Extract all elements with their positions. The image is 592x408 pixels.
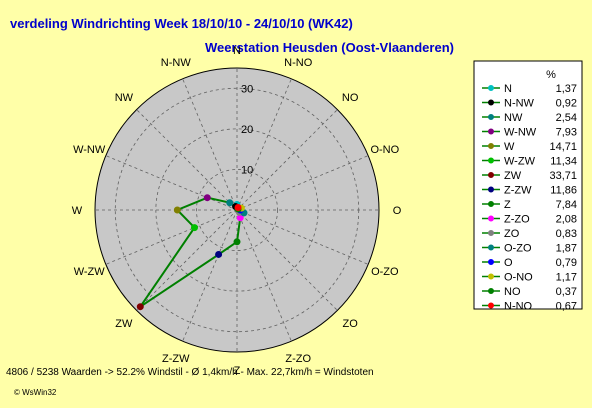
legend-marker (488, 114, 494, 120)
legend-label: N-NO (504, 301, 533, 313)
direction-label-w-zw: W-ZW (74, 266, 106, 278)
legend-value: 0,37 (556, 286, 577, 298)
legend-value: 0,83 (556, 228, 577, 240)
legend-value: 7,84 (556, 199, 577, 211)
polar-plot: 10 20 30 N N-NW NW W-NW W W-ZW ZW Z-ZW Z Z-ZO ZO O-ZO O… (72, 45, 402, 377)
legend-marker (488, 288, 494, 294)
direction-label-o: O (393, 205, 402, 217)
legend-label: ZW (504, 170, 522, 182)
legend-value: 11,34 (550, 156, 577, 168)
legend-label: ZO (504, 228, 520, 240)
direction-label-w: W (72, 205, 83, 217)
data-point-n-no (234, 203, 242, 211)
legend-label: N (504, 83, 512, 95)
legend-marker (488, 273, 494, 280)
legend-label: Z-ZW (504, 185, 532, 197)
direction-label-zo: ZO (342, 318, 358, 330)
legend-label: W-NW (504, 127, 537, 139)
legend-marker (488, 244, 494, 251)
legend-value: 0,79 (556, 257, 577, 269)
data-point-w-zw (190, 224, 198, 232)
legend-marker (488, 157, 494, 164)
brand-label: © WsWin32 (14, 388, 57, 397)
legend-label: W-ZW (504, 156, 536, 168)
direction-label-z: Z (234, 365, 241, 377)
legend-label: O (504, 257, 513, 269)
direction-label-n-nw: N-NW (161, 57, 192, 69)
radial-tick-label: 20 (241, 124, 253, 136)
legend-marker (488, 128, 494, 135)
legend-value: 2,08 (556, 214, 577, 226)
data-point-zw (136, 303, 144, 311)
data-point-w-nw (203, 194, 211, 202)
legend-marker (488, 259, 494, 265)
legend-value: 1,87 (556, 243, 577, 255)
legend-label: Z-ZO (504, 214, 530, 226)
direction-label-w-nw: W-NW (73, 144, 106, 156)
direction-label-o-zo: O-ZO (371, 266, 399, 278)
data-point-z (233, 238, 241, 246)
radial-tick-label: 30 (241, 83, 253, 95)
legend-label: O-NO (504, 272, 533, 284)
direction-label-nw: NW (115, 92, 134, 104)
direction-label-n-no: N-NO (284, 57, 313, 69)
direction-label-z-zo: Z-ZO (285, 353, 311, 365)
direction-label-n: N (233, 45, 241, 57)
legend-label: W (504, 141, 515, 153)
legend-label: NO (504, 286, 521, 298)
legend-label: N-NW (504, 98, 535, 110)
legend-label: Z (504, 199, 511, 211)
grid-circle (155, 128, 319, 292)
direction-label-z-zw: Z-ZW (162, 353, 190, 365)
legend-value: 7,93 (556, 127, 577, 139)
legend-marker (488, 85, 494, 91)
data-point-z-zw (215, 250, 223, 258)
legend-value: 2,54 (556, 112, 577, 124)
chart-subtitle: Weerstation Heusden (Oost-Vlaanderen) (205, 40, 454, 55)
legend-marker (488, 99, 494, 106)
direction-label-zw: ZW (115, 318, 133, 330)
legend: % N 1,37 N-NW 0,92 NW 2,54 W-NW 7,93 W 14,71 W-ZW 1… (473, 60, 583, 313)
legend-value: 11,86 (550, 185, 577, 197)
footer-stats: 4806 / 5238 Waarden -> 52.2% Windstil - … (6, 367, 374, 378)
legend-marker (488, 143, 494, 149)
legend-value: 1,37 (556, 83, 577, 95)
legend-header: % (546, 69, 556, 81)
legend-value: 1,17 (556, 272, 577, 284)
legend-marker (488, 201, 494, 207)
legend-value: 14,71 (549, 141, 577, 153)
chart-title: verdeling Windrichting Week 18/10/10 - 2… (10, 16, 353, 31)
legend-marker (488, 215, 494, 222)
grid-circle (196, 169, 278, 251)
legend-marker (488, 172, 494, 178)
legend-value: 33,71 (549, 170, 577, 182)
legend-marker (488, 186, 494, 193)
legend-label: O-ZO (504, 243, 532, 255)
data-point-nw (226, 199, 234, 207)
legend-marker (488, 302, 494, 309)
legend-label: NW (504, 112, 523, 124)
radial-tick-label: 10 (241, 164, 253, 176)
legend-value: 0,67 (556, 301, 577, 313)
legend-marker (488, 230, 494, 236)
legend-value: 0,92 (556, 98, 577, 110)
direction-label-no: NO (342, 92, 359, 104)
data-point-w (173, 206, 181, 214)
direction-label-o-no: O-NO (370, 144, 399, 156)
